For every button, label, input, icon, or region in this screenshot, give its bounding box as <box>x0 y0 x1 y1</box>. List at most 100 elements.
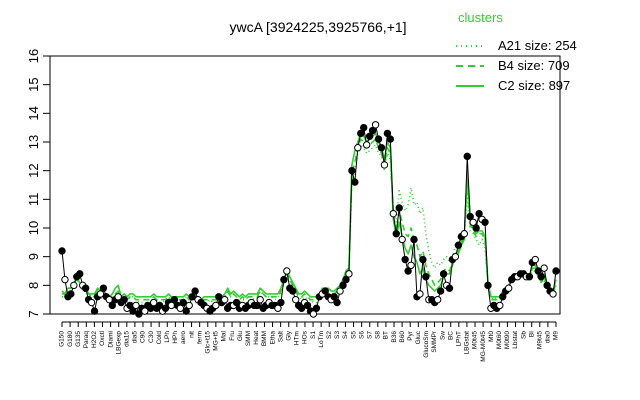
data-point <box>454 241 463 249</box>
x-tick-label: S6 <box>358 331 365 339</box>
data-point <box>108 301 116 310</box>
data-point <box>161 304 170 312</box>
x-tick-label: Sw <box>439 331 446 340</box>
data-point <box>534 267 542 275</box>
data-point <box>345 270 353 278</box>
x-tick-label: S1 <box>310 331 317 339</box>
data-point <box>61 275 69 284</box>
data-point <box>436 287 445 295</box>
data-point <box>445 284 454 292</box>
chart-title: ywcA [3924225,3925766,+1] <box>229 19 406 35</box>
data-point <box>114 293 122 301</box>
data-point <box>179 298 187 307</box>
data-point <box>135 310 143 318</box>
data-point <box>362 141 371 149</box>
x-tick-label: HOs <box>302 330 309 344</box>
x-tick-label: Heat <box>253 331 260 345</box>
data-point <box>336 287 344 295</box>
data-point <box>309 310 318 318</box>
data-point <box>481 218 489 226</box>
data-point <box>155 301 164 310</box>
data-point <box>150 298 158 307</box>
legend-label-c2: C2 size: 897 <box>498 78 570 93</box>
data-point <box>365 132 374 140</box>
data-point <box>484 281 492 290</box>
y-tick-label: 15 <box>26 77 41 91</box>
x-tick-label: ferm <box>196 331 203 344</box>
data-point <box>129 307 137 315</box>
y-tick-label: 12 <box>26 163 41 177</box>
x-tick-label: LPh <box>164 331 171 343</box>
x-tick-label: Mal <box>221 330 228 341</box>
data-point <box>232 298 241 307</box>
data-point <box>280 275 288 284</box>
data-point <box>392 230 400 238</box>
data-point <box>330 293 338 301</box>
legend-title: clusters <box>458 10 503 25</box>
data-point <box>525 273 534 281</box>
x-tick-label: Gluc <box>415 330 422 344</box>
data-point <box>58 247 66 255</box>
x-tick-label: LBGexp <box>115 331 122 355</box>
data-point <box>87 298 96 307</box>
data-point <box>386 135 395 143</box>
x-tick-label: Salt <box>277 331 284 342</box>
series-line-dashed <box>62 138 557 304</box>
data-point <box>499 293 507 301</box>
data-point <box>90 307 99 315</box>
data-point <box>215 293 223 301</box>
x-axis: G150 G180 G135 Paraq H2O2 Oxctl Diami LBGexp dia… <box>59 321 560 362</box>
x-tick-label: B60 <box>399 331 406 343</box>
data-point <box>371 121 380 129</box>
data-point <box>475 209 483 218</box>
data-point <box>289 287 297 295</box>
data-point <box>416 290 424 298</box>
y-tick-label: 9 <box>26 253 41 260</box>
data-point <box>496 301 504 310</box>
x-tick-label: MG-M0t45 <box>480 331 487 362</box>
x-tick-label: Paraq <box>83 331 90 349</box>
data-point <box>70 281 78 290</box>
x-tick-label: LoTm <box>318 331 325 348</box>
data-point <box>383 129 392 138</box>
x-tick-label: G150 <box>59 331 66 347</box>
data-point <box>357 129 365 138</box>
data-point <box>407 261 415 269</box>
data-point <box>463 152 471 161</box>
data-point <box>531 255 539 264</box>
x-tick-label: G180 <box>67 331 74 347</box>
y-tick-label: 7 <box>26 310 41 317</box>
data-point <box>368 126 377 135</box>
data-point <box>191 287 199 295</box>
data-point <box>377 144 386 152</box>
x-tick-label: dia5 <box>132 331 139 344</box>
data-point <box>297 304 306 312</box>
data-point <box>176 304 185 312</box>
data-point <box>339 281 347 290</box>
data-point <box>81 284 90 292</box>
x-tick-label: C90 <box>140 331 147 343</box>
data-point <box>342 275 350 284</box>
x-tick-label: M9t45 <box>537 331 544 349</box>
x-tick-label: M9 <box>553 331 560 340</box>
data-point <box>404 267 412 275</box>
data-point <box>549 290 557 298</box>
x-tick-label: SMM <box>245 331 252 346</box>
x-tick-label: Etha <box>269 331 276 345</box>
data-point <box>253 301 261 310</box>
data-point <box>303 301 312 310</box>
data-point <box>67 290 75 298</box>
data-point <box>220 295 229 304</box>
x-tick-label: GlucoSm <box>423 331 430 358</box>
x-tick-label: C30 <box>148 331 155 343</box>
data-point <box>395 204 403 212</box>
data-point <box>504 284 513 292</box>
y-tick-label: 16 <box>26 49 41 63</box>
legend-label-a21: A21 size: 254 <box>498 38 577 53</box>
x-tick-label: S3 <box>334 331 341 339</box>
y-tick-label: 8 <box>26 282 41 289</box>
data-point <box>380 161 389 169</box>
data-point <box>283 267 291 275</box>
data-point <box>170 295 179 304</box>
